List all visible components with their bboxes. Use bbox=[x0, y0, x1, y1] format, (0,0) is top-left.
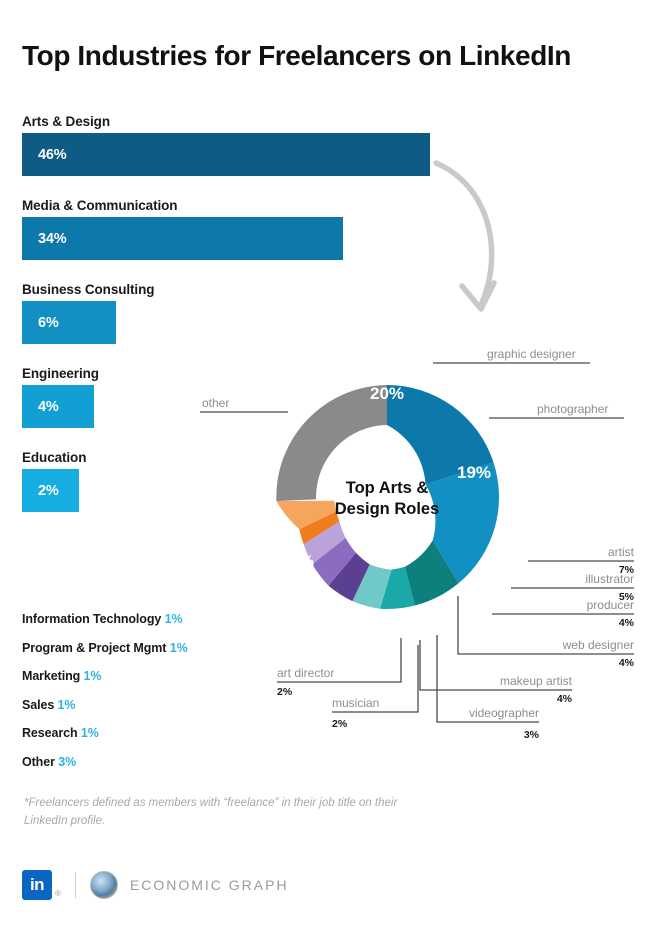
bar-value: 46% bbox=[38, 146, 67, 163]
bar-item-education: Education 2% bbox=[22, 450, 86, 512]
leader-line-web-designer bbox=[457, 596, 634, 655]
donut-label-producer: producer bbox=[587, 598, 634, 612]
slice-photographer bbox=[425, 462, 500, 584]
donut-label-illustrator: illustrator bbox=[585, 572, 634, 586]
footnote: *Freelancers defined as members with “fr… bbox=[24, 797, 398, 827]
footer-brand-label: ECONOMIC GRAPH bbox=[129, 877, 289, 893]
donut-pct-photographer: 19% bbox=[457, 463, 491, 482]
bar-fill: 46% bbox=[22, 133, 430, 176]
bar-item-arts-design: Arts & Design 46% bbox=[22, 114, 430, 176]
bar-label: Engineering bbox=[22, 366, 99, 381]
donut-pct-makeup-artist: 4% bbox=[557, 693, 573, 705]
registered-mark: ® bbox=[55, 889, 61, 898]
leader-line-musician bbox=[332, 645, 419, 713]
list-item: Sales 1% bbox=[22, 698, 188, 712]
list-item: Marketing 1% bbox=[22, 669, 188, 683]
globe-icon bbox=[89, 871, 118, 899]
donut-label-artist: artist bbox=[608, 545, 635, 559]
footer-divider bbox=[74, 872, 76, 898]
donut-pct-illustrator: 5% bbox=[619, 591, 635, 603]
bar-item-media-communication: Media & Communication 34% bbox=[22, 198, 343, 260]
bar-label: Education bbox=[22, 450, 87, 465]
curved-arrow-icon bbox=[433, 160, 497, 312]
bar-label: Media & Communication bbox=[22, 198, 178, 213]
donut-pct-videographer: 3% bbox=[524, 729, 540, 741]
bar-item-business-consulting: Business Consulting 6% bbox=[22, 282, 154, 344]
leader-line-art-director bbox=[277, 638, 402, 683]
slice-artist bbox=[404, 540, 459, 606]
secondary-industry-list: Information Technology 1% Program & Proj… bbox=[22, 612, 188, 783]
list-item: Information Technology 1% bbox=[22, 612, 188, 626]
list-item-value: 1% bbox=[169, 640, 188, 655]
list-item-label: Program & Project Mgmt bbox=[22, 640, 167, 655]
donut-slices bbox=[276, 385, 500, 610]
donut-label-graphic-designer: graphic designer bbox=[487, 347, 576, 361]
list-item-value: 3% bbox=[58, 754, 77, 769]
list-item-label: Other bbox=[22, 754, 55, 769]
slice-graphic-designer bbox=[387, 385, 494, 485]
donut-center-line2: Design Roles bbox=[335, 500, 440, 518]
slice-makeup-artist bbox=[312, 537, 356, 586]
linkedin-logo-icon: in bbox=[22, 870, 52, 900]
donut-pct-web-designer: 4% bbox=[619, 657, 635, 669]
list-item-label: Information Technology bbox=[22, 612, 162, 626]
donut-label-web-designer: web designer bbox=[562, 638, 634, 652]
donut-pct-graphic-designer: 20% bbox=[370, 384, 404, 403]
slice-videographer bbox=[303, 521, 346, 565]
bar-fill: 4% bbox=[22, 385, 94, 428]
slice-illustrator bbox=[380, 566, 415, 610]
slice-musician bbox=[299, 511, 340, 545]
slice-producer bbox=[352, 564, 392, 609]
page-title: Top Industries for Freelancers on Linked… bbox=[22, 40, 571, 71]
bar-fill: 2% bbox=[22, 469, 79, 512]
donut-pct-musician: 2% bbox=[332, 718, 348, 730]
slice-other bbox=[276, 385, 387, 502]
donut-label-musician: musician bbox=[332, 696, 379, 710]
donut-label-videographer: videographer bbox=[469, 706, 539, 720]
slice-web-designer bbox=[328, 552, 370, 602]
bar-fill: 6% bbox=[22, 301, 116, 344]
list-item-label: Marketing bbox=[22, 669, 81, 683]
leader-line-makeup-artist bbox=[419, 640, 572, 691]
donut-pct-other: 29% bbox=[280, 552, 314, 571]
donut-label-other: other bbox=[202, 396, 229, 410]
bar-item-engineering: Engineering 4% bbox=[22, 366, 99, 428]
bar-fill: 34% bbox=[22, 217, 343, 260]
list-item: Program & Project Mgmt 1% bbox=[22, 641, 188, 655]
donut-pct-artist: 7% bbox=[619, 564, 635, 576]
donut-pct-producer: 4% bbox=[619, 617, 635, 629]
bar-value: 6% bbox=[38, 314, 59, 331]
donut-label-makeup-artist: makeup artist bbox=[500, 674, 573, 688]
list-item-value: 1% bbox=[164, 612, 183, 626]
bar-value: 4% bbox=[38, 398, 59, 415]
list-item-value: 1% bbox=[80, 726, 99, 740]
list-item-value: 1% bbox=[83, 669, 102, 683]
donut-label-art-director: art director bbox=[277, 666, 334, 680]
slice-art-director bbox=[276, 500, 337, 530]
linkedin-logo-text: in bbox=[29, 875, 45, 894]
list-item-value: 1% bbox=[57, 697, 76, 712]
list-item: Other 3% bbox=[22, 755, 188, 769]
bar-value: 34% bbox=[38, 230, 67, 247]
list-item: Research 1% bbox=[22, 726, 188, 740]
list-item-label: Sales bbox=[22, 697, 55, 712]
bar-label: Arts & Design bbox=[22, 114, 110, 129]
bar-value: 2% bbox=[38, 482, 59, 499]
donut-label-photographer: photographer bbox=[537, 402, 608, 416]
bar-label: Business Consulting bbox=[22, 282, 155, 297]
donut-center-line1: Top Arts & bbox=[346, 479, 429, 497]
footer: in ® ECONOMIC GRAPH bbox=[22, 870, 289, 900]
donut-pct-art-director: 2% bbox=[277, 686, 293, 698]
list-item-label: Research bbox=[22, 726, 78, 740]
leader-line-videographer bbox=[436, 635, 539, 723]
